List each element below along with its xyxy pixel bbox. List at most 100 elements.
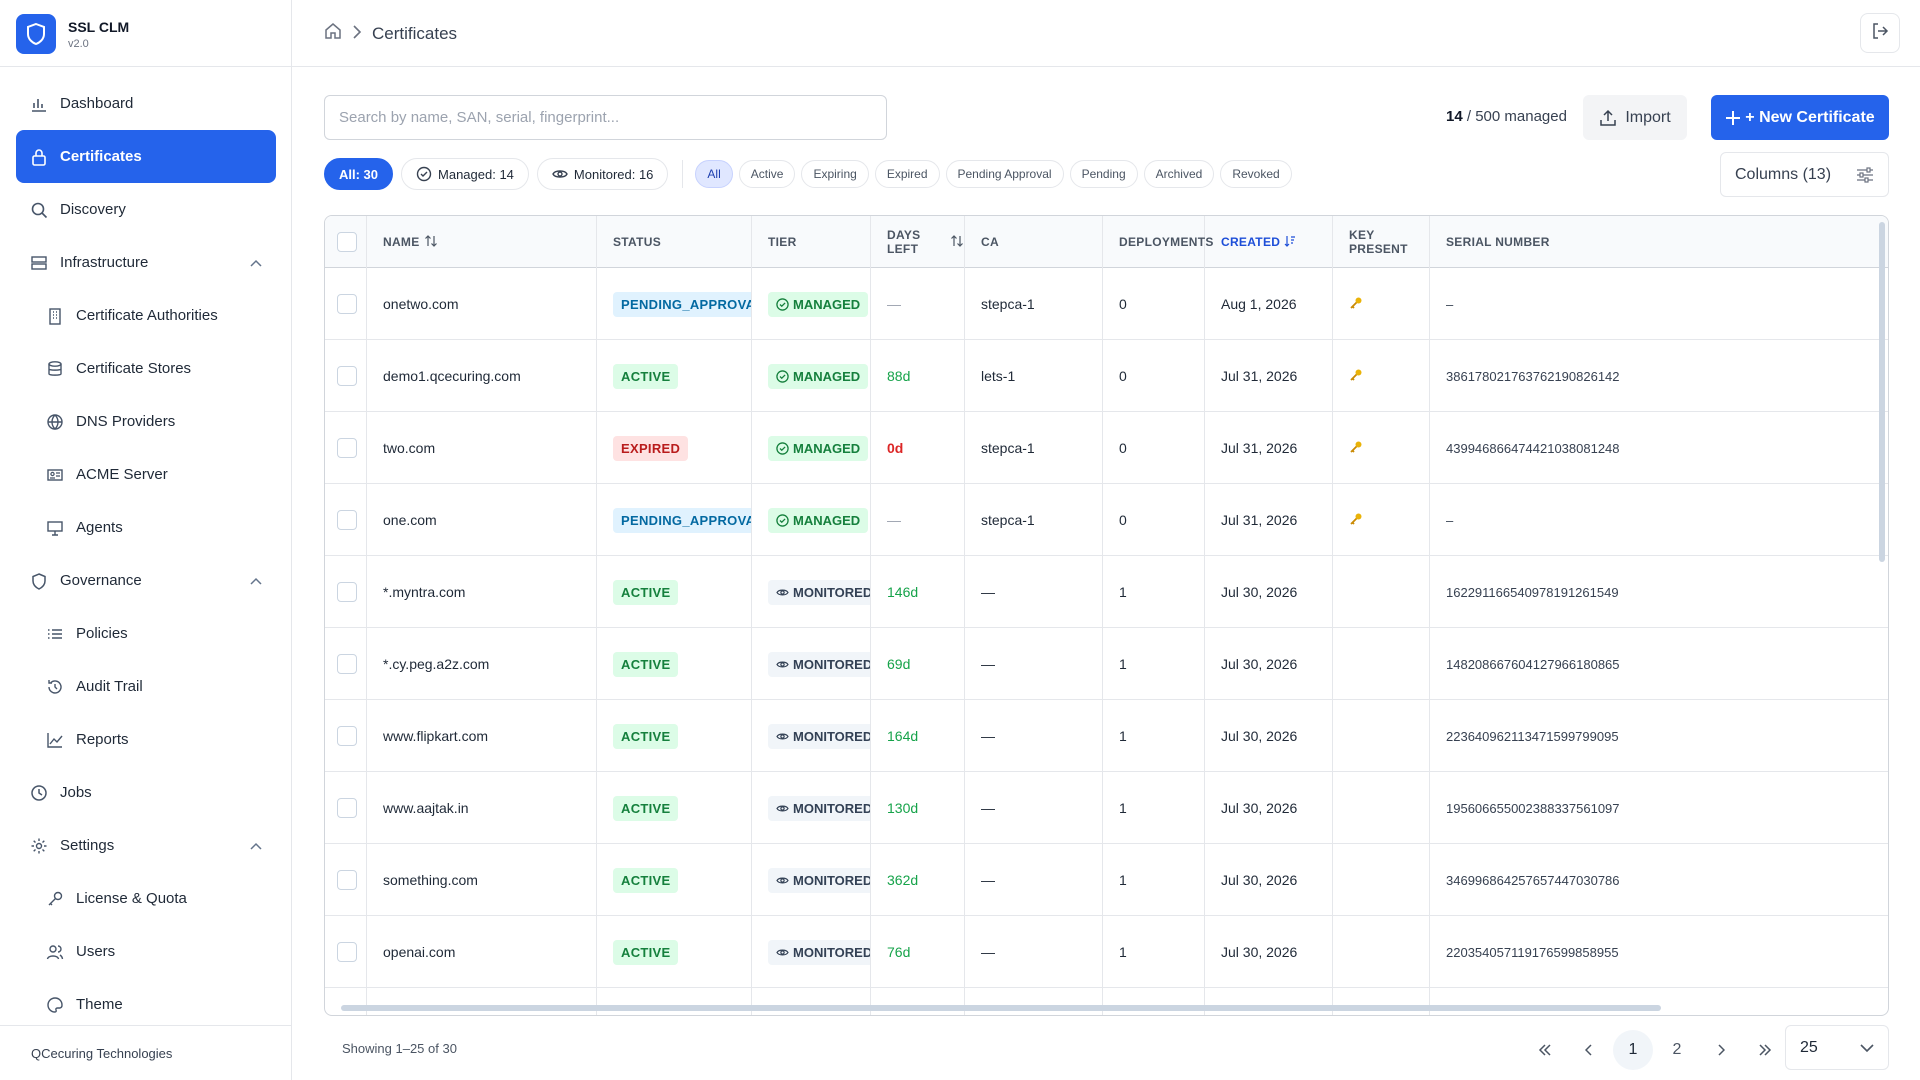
- cell-name[interactable]: onetwo.com: [367, 268, 597, 340]
- cell-name[interactable]: one.com: [367, 484, 597, 556]
- row-checkbox[interactable]: [337, 726, 357, 746]
- sidebar-item-acme-server[interactable]: ACME Server: [16, 448, 276, 501]
- page-2-button[interactable]: 2: [1672, 1041, 1682, 1058]
- search-input[interactable]: [324, 95, 887, 140]
- sidebar-item-policies[interactable]: Policies: [16, 607, 276, 660]
- cell-name[interactable]: *.myntra.com: [367, 556, 597, 628]
- table-row[interactable]: onetwo.com PENDING_APPROVAL MANAGED — stepca…: [325, 268, 1888, 340]
- sidebar-item-certificate-stores[interactable]: Certificate Stores: [16, 342, 276, 395]
- row-checkbox[interactable]: [337, 582, 357, 602]
- filter-chip-revoked[interactable]: Revoked: [1220, 160, 1292, 188]
- brand[interactable]: SSL CLM v2.0: [16, 14, 129, 54]
- sidebar-item-dns-providers[interactable]: DNS Providers: [16, 395, 276, 448]
- summary-pill[interactable]: Monitored: 16: [536, 158, 669, 190]
- horizontal-scrollbar[interactable]: [341, 1005, 1661, 1011]
- row-checkbox[interactable]: [337, 870, 357, 890]
- cell-name[interactable]: www.aajtak.in: [367, 772, 597, 844]
- table-row[interactable]: two.com EXPIRED MANAGED 0d stepca-1 0 Jul 31, …: [325, 412, 1888, 484]
- column-header-tier[interactable]: TIER: [752, 216, 871, 268]
- filter-chip-pending[interactable]: Pending: [1069, 160, 1138, 188]
- row-checkbox[interactable]: [337, 366, 357, 386]
- prev-page-button[interactable]: [1569, 1030, 1609, 1070]
- vertical-scrollbar[interactable]: [1879, 222, 1885, 562]
- filter-chip-all[interactable]: All: [695, 160, 733, 188]
- row-select-cell: [325, 484, 367, 556]
- sidebar-item-users[interactable]: Users: [16, 925, 276, 978]
- cell-name[interactable]: something.com: [367, 844, 597, 916]
- column-header-deployments[interactable]: DEPLOYMENTS: [1103, 216, 1213, 268]
- sidebar-item-theme[interactable]: Theme: [16, 978, 276, 1031]
- sort-icon[interactable]: [424, 234, 438, 250]
- row-checkbox[interactable]: [337, 654, 357, 674]
- sidebar-item-governance[interactable]: Governance: [16, 554, 276, 607]
- breadcrumb: Certificates: [324, 22, 457, 45]
- sidebar-item-infrastructure[interactable]: Infrastructure: [16, 236, 276, 289]
- cell-name[interactable]: *.cy.peg.a2z.com: [367, 628, 597, 700]
- cell-name[interactable]: openai.com: [367, 916, 597, 988]
- cell-name[interactable]: two.com: [367, 412, 597, 484]
- sidebar-item-jobs[interactable]: Jobs: [16, 766, 276, 819]
- next-page-button[interactable]: [1701, 1030, 1741, 1070]
- summary-pill[interactable]: Managed: 14: [401, 158, 529, 190]
- page-size-select[interactable]: 25: [1785, 1025, 1889, 1070]
- column-header-created[interactable]: CREATED: [1205, 216, 1333, 268]
- row-checkbox[interactable]: [337, 294, 357, 314]
- table-row[interactable]: openai.com ACTIVE MONITORED 76d — 1 Jul 30, 20…: [325, 916, 1888, 988]
- sidebar-item-certificates[interactable]: Certificates: [16, 130, 276, 183]
- table-row[interactable]: www.flipkart.com ACTIVE MONITORED 164d — 1 Jul…: [325, 700, 1888, 772]
- table-row[interactable]: something.com ACTIVE MONITORED 362d — 1 Jul 30…: [325, 844, 1888, 916]
- sidebar-item-reports[interactable]: Reports: [16, 713, 276, 766]
- row-checkbox[interactable]: [337, 438, 357, 458]
- page-1-button[interactable]: 1: [1613, 1030, 1653, 1070]
- eye-icon: [776, 587, 789, 598]
- filter-chip-expiring[interactable]: Expiring: [801, 160, 869, 188]
- cell-name[interactable]: www.flipkart.com: [367, 700, 597, 772]
- column-header-label: DAYS LEFT: [887, 228, 921, 256]
- row-select-cell: [325, 556, 367, 628]
- server-icon: [30, 254, 48, 272]
- last-page-button[interactable]: [1745, 1030, 1785, 1070]
- filter-chip-expired[interactable]: Expired: [874, 160, 940, 188]
- sidebar-item-settings[interactable]: Settings: [16, 819, 276, 872]
- home-icon[interactable]: [324, 22, 342, 45]
- chevron-up-icon[interactable]: [250, 254, 262, 271]
- import-button[interactable]: Import: [1583, 95, 1687, 140]
- row-checkbox[interactable]: [337, 798, 357, 818]
- sidebar-item-audit-trail[interactable]: Audit Trail: [16, 660, 276, 713]
- tier-label: MONITORED: [793, 656, 871, 672]
- cell-deployments: 1: [1103, 628, 1205, 700]
- column-header-name[interactable]: NAME: [367, 216, 597, 268]
- sidebar-item-agents[interactable]: Agents: [16, 501, 276, 554]
- sort-icon[interactable]: [950, 234, 964, 250]
- column-header-key-present[interactable]: KEY PRESENT: [1333, 216, 1430, 268]
- days-left: 362d: [887, 872, 919, 888]
- column-header-ca[interactable]: CA: [965, 216, 1103, 268]
- sidebar-item-discovery[interactable]: Discovery: [16, 183, 276, 236]
- first-page-button[interactable]: [1525, 1030, 1565, 1070]
- sort-desc-icon[interactable]: [1284, 235, 1296, 250]
- chevron-up-icon[interactable]: [250, 572, 262, 589]
- row-checkbox[interactable]: [337, 942, 357, 962]
- columns-button[interactable]: Columns (13): [1720, 152, 1889, 197]
- filter-chip-active[interactable]: Active: [738, 160, 796, 188]
- select-all-checkbox[interactable]: [337, 232, 357, 252]
- sidebar-item-dashboard[interactable]: Dashboard: [16, 77, 276, 130]
- filter-chip-pending-approval[interactable]: Pending Approval: [945, 160, 1064, 188]
- row-checkbox[interactable]: [337, 510, 357, 530]
- column-header-days-left[interactable]: DAYS LEFT: [871, 216, 965, 268]
- table-row[interactable]: *.cy.peg.a2z.com ACTIVE MONITORED 69d — 1 Jul …: [325, 628, 1888, 700]
- table-row[interactable]: demo1.qcecuring.com ACTIVE MANAGED 88d lets-…: [325, 340, 1888, 412]
- sidebar-item-certificate-authorities[interactable]: Certificate Authorities: [16, 289, 276, 342]
- filter-chip-archived[interactable]: Archived: [1143, 160, 1215, 188]
- new-certificate-button[interactable]: + New Certificate: [1711, 95, 1889, 140]
- column-header-status[interactable]: STATUS: [597, 216, 752, 268]
- cell-name[interactable]: demo1.qcecuring.com: [367, 340, 597, 412]
- table-row[interactable]: one.com PENDING_APPROVAL MANAGED — stepca-1 0…: [325, 484, 1888, 556]
- summary-pill[interactable]: All: 30: [324, 158, 394, 190]
- column-header-serial-number[interactable]: SERIAL NUMBER: [1430, 216, 1888, 268]
- table-row[interactable]: www.aajtak.in ACTIVE MONITORED 130d — 1 Jul 30…: [325, 772, 1888, 844]
- sidebar-item-license-quota[interactable]: License & Quota: [16, 872, 276, 925]
- chevron-up-icon[interactable]: [250, 837, 262, 854]
- logout-button[interactable]: [1860, 13, 1900, 53]
- table-row[interactable]: *.myntra.com ACTIVE MONITORED 146d — 1 Jul 30,…: [325, 556, 1888, 628]
